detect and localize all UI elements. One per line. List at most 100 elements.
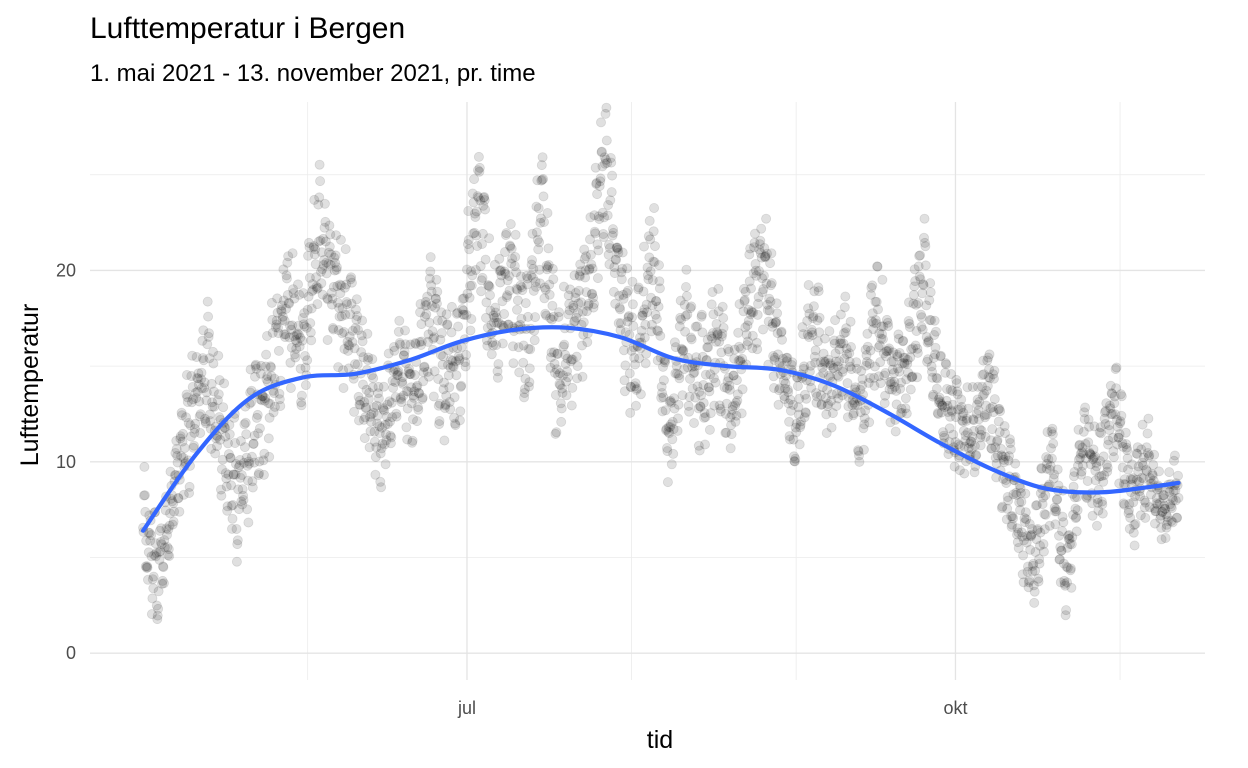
- scatter-point: [341, 279, 352, 290]
- scatter-point: [619, 345, 630, 356]
- scatter-point: [214, 412, 225, 423]
- scatter-point: [387, 412, 398, 423]
- scatter-point: [191, 351, 202, 362]
- scatter-point: [223, 469, 234, 480]
- scatter-point: [756, 252, 767, 263]
- scatter-point: [314, 159, 325, 170]
- scatter-point: [410, 338, 421, 349]
- scatter-point: [245, 364, 256, 375]
- scatter-point: [438, 377, 449, 388]
- scatter-point: [276, 300, 287, 311]
- scatter-point: [410, 338, 421, 349]
- scatter-point: [531, 201, 542, 212]
- scatter-point: [488, 340, 499, 351]
- scatter-point: [512, 295, 523, 306]
- scatter-point: [731, 375, 742, 386]
- scatter-point: [675, 295, 686, 306]
- scatter-point: [633, 284, 644, 295]
- scatter-point: [601, 102, 612, 113]
- scatter-point: [661, 423, 672, 434]
- scatter-point: [430, 293, 441, 304]
- scatter-point: [342, 299, 353, 310]
- scatter-point: [766, 248, 777, 259]
- scatter-point: [165, 466, 176, 477]
- scatter-point: [628, 320, 639, 331]
- scatter-point: [146, 530, 157, 541]
- scatter-point: [777, 334, 788, 345]
- scatter-point: [562, 372, 573, 383]
- scatter-point: [337, 303, 348, 314]
- scatter-point: [256, 395, 267, 406]
- scatter-point: [383, 348, 394, 359]
- scatter-point: [282, 289, 293, 300]
- scatter-point: [723, 372, 734, 383]
- scatter-point: [353, 391, 364, 402]
- scatter-point: [392, 367, 403, 378]
- scatter-point: [749, 242, 760, 253]
- scatter-point: [230, 437, 241, 448]
- scatter-point: [203, 311, 214, 322]
- scatter-point: [198, 355, 209, 366]
- scatter-point: [147, 574, 158, 585]
- scatter-point: [673, 399, 684, 410]
- scatter-point: [1046, 453, 1057, 464]
- scatter-point: [321, 257, 332, 268]
- scatter-point: [642, 307, 653, 318]
- scatter-point: [714, 336, 725, 347]
- scatter-point: [727, 409, 738, 420]
- scatter-point: [673, 370, 684, 381]
- scatter-point: [527, 272, 538, 283]
- scatter-point: [682, 309, 693, 320]
- scatter-point: [549, 347, 560, 358]
- scatter-point: [508, 358, 519, 369]
- scatter-point: [760, 251, 771, 262]
- scatter-point: [393, 366, 404, 377]
- scatter-point: [226, 480, 237, 491]
- scatter-point: [182, 396, 193, 407]
- scatter-point: [319, 198, 330, 209]
- scatter-point: [730, 416, 741, 427]
- scatter-point: [216, 464, 227, 475]
- scatter-point: [867, 280, 878, 291]
- scatter-point: [666, 419, 677, 430]
- scatter-point: [165, 508, 176, 519]
- scatter-point: [279, 329, 290, 340]
- scatter-point: [662, 446, 673, 457]
- scatter-point: [526, 259, 537, 270]
- scatter-point: [491, 340, 502, 351]
- scatter-point: [1120, 427, 1131, 438]
- scatter-point: [556, 403, 567, 414]
- scatter-point: [601, 135, 612, 146]
- scatter-point: [925, 278, 936, 289]
- scatter-point: [392, 369, 403, 380]
- scatter-point: [142, 562, 153, 573]
- scatter-point: [213, 389, 224, 400]
- scatter-point: [250, 360, 261, 371]
- scatter-point: [559, 339, 570, 350]
- scatter-point: [184, 481, 195, 492]
- scatter-point: [459, 309, 470, 320]
- scatter-point: [290, 352, 301, 363]
- scatter-point: [161, 529, 172, 540]
- scatter-point: [251, 412, 262, 423]
- scatter-point: [446, 301, 457, 312]
- scatter-point: [344, 331, 355, 342]
- scatter-point: [295, 332, 306, 343]
- scatter-point: [662, 477, 673, 488]
- scatter-point: [612, 242, 623, 253]
- scatter-point: [200, 416, 211, 427]
- scatter-point: [1058, 517, 1069, 528]
- scatter-point: [221, 473, 232, 484]
- scatter-point: [1122, 445, 1133, 456]
- scatter-point: [558, 341, 569, 352]
- scatter-point: [485, 305, 496, 316]
- scatter-point: [757, 287, 768, 298]
- scatter-point: [621, 287, 632, 298]
- scatter-point: [658, 392, 669, 403]
- scatter-point: [743, 304, 754, 315]
- scatter-point: [708, 373, 719, 384]
- scatter-point: [662, 442, 673, 453]
- scatter-point: [516, 282, 527, 293]
- scatter-point: [525, 344, 536, 355]
- scatter-point: [561, 376, 572, 387]
